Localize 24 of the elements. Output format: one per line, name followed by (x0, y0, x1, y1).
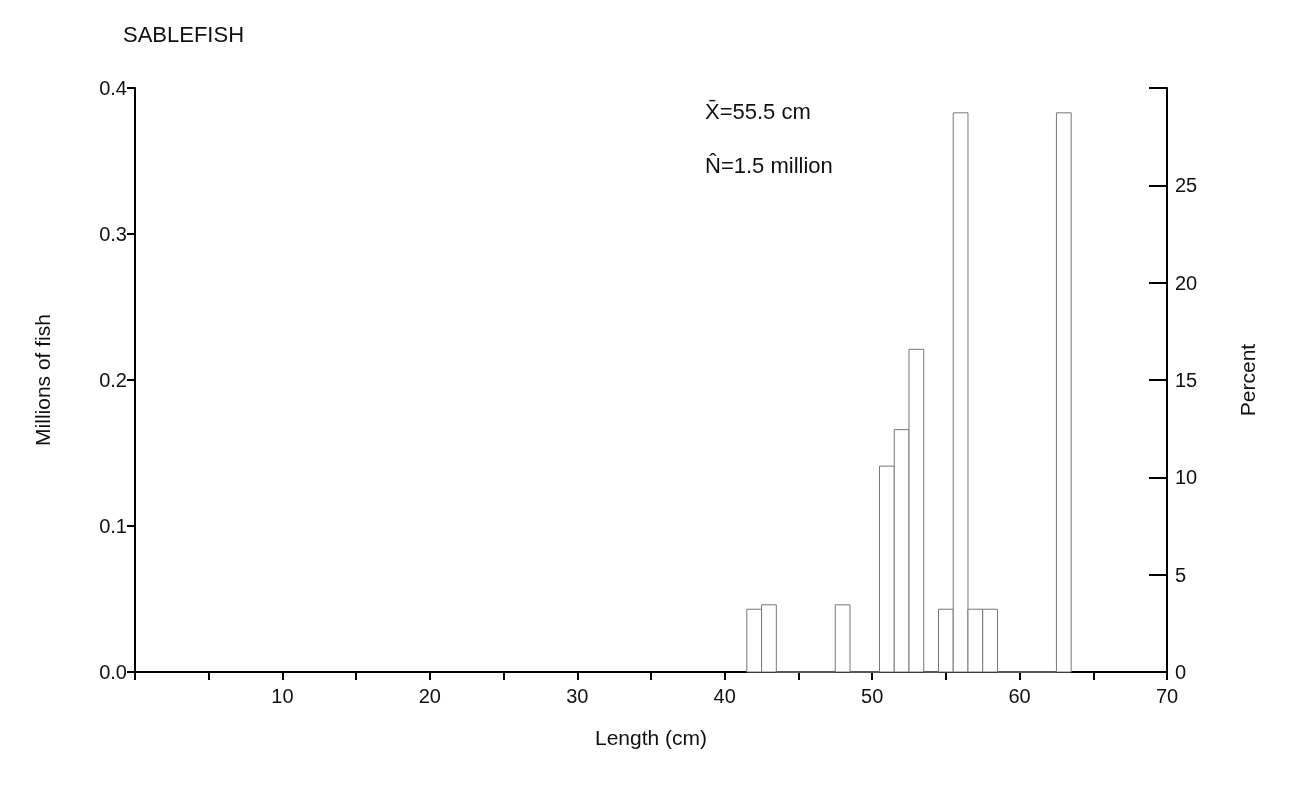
y-tick-label: 0.0 (99, 661, 127, 683)
x-tick-label: 20 (418, 685, 441, 707)
x-tick-label: 70 (1155, 685, 1179, 707)
y2-tick-label: 0 (1175, 661, 1187, 683)
x-tick-label: 40 (713, 685, 736, 707)
y2-tick-label: 25 (1175, 174, 1198, 197)
annotation: X̄=55.5 cm (705, 98, 811, 124)
x-tick-label: 50 (861, 685, 884, 707)
x-axis-title: Length (cm) (594, 726, 708, 749)
y2-axis-title: Percent (1236, 343, 1259, 417)
x-tick-label: 30 (566, 685, 589, 707)
chart-title: SABLEFISH (123, 21, 245, 47)
x-tick-label: 10 (271, 685, 294, 707)
y-tick-label: 0.2 (99, 369, 127, 391)
y2-tick-label: 15 (1175, 369, 1198, 391)
y2-tick-label: 5 (1175, 563, 1187, 586)
y-tick-label: 0.3 (99, 223, 127, 245)
y2-tick-label: 10 (1175, 466, 1198, 489)
y2-tick-label: 20 (1175, 271, 1198, 294)
y-axis-title: Millions of fish (31, 314, 54, 446)
y-tick-label: 0.1 (99, 515, 127, 537)
y-tick-label: 0.4 (99, 77, 127, 99)
annotation: N̂=1.5 million (705, 152, 833, 178)
x-tick-label: 60 (1008, 685, 1031, 707)
